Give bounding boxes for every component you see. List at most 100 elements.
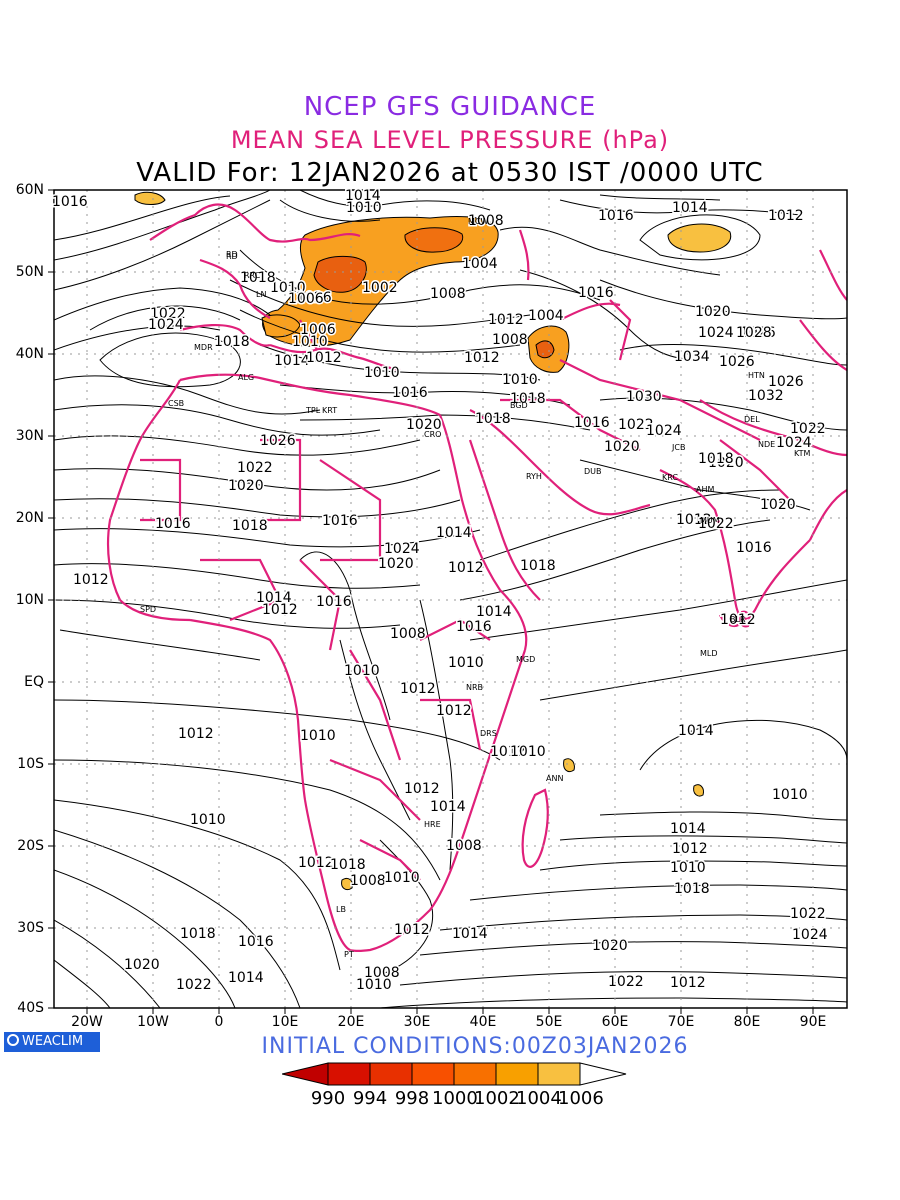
- colorbar-low-arrow: [282, 1062, 329, 1086]
- contour-label: 1020: [228, 478, 264, 494]
- colorbar-cell: [369, 1062, 413, 1086]
- weaclim-logo[interactable]: WEACLIM: [4, 1032, 100, 1052]
- contour-label: 1024: [646, 423, 682, 439]
- isobars: [54, 190, 847, 1008]
- contour-label: 1014: [345, 188, 381, 204]
- station-code: JCB: [671, 443, 685, 452]
- contour-label: 1024: [148, 317, 184, 333]
- station-code: SPD: [140, 605, 156, 614]
- contour-label: 1012: [178, 726, 214, 742]
- lat-label-20N: 20N: [15, 510, 44, 526]
- initial-conditions: INITIAL CONDITIONS:00Z03JAN2026: [261, 1034, 689, 1059]
- contour-label: 1016: [456, 619, 492, 635]
- station-code: BLR: [730, 615, 746, 624]
- contour-label: 1004: [462, 256, 498, 272]
- station-code: ALG: [238, 373, 254, 382]
- colorbar-cell: [453, 1062, 497, 1086]
- contour-label: 1018: [674, 881, 710, 897]
- lat-label-10N: 10N: [15, 592, 44, 608]
- colorbar-label-998: 998: [394, 1088, 430, 1109]
- valid-time: VALID For: 12JAN2026 at 0530 IST /0000 U…: [136, 158, 764, 188]
- contour-label: 1032: [748, 388, 784, 404]
- contour-label: 1012: [448, 560, 484, 576]
- contour-label: 1014: [670, 821, 706, 837]
- contour-label: 1012: [298, 855, 334, 871]
- lat-label-40N: 40N: [15, 346, 44, 362]
- station-code: PT: [344, 950, 354, 959]
- contour-label: 1018: [180, 926, 216, 942]
- contour-label: 1014: [452, 926, 488, 942]
- contour-label: 1010: [270, 280, 306, 296]
- colorbar-high-arrow: [579, 1062, 627, 1086]
- contour-label: 1016: [52, 194, 88, 210]
- contour-label: 1030: [626, 389, 662, 405]
- contour-label: 1020: [708, 455, 744, 471]
- contour-label: 1020: [406, 417, 442, 433]
- contour-label: 1010: [356, 977, 392, 993]
- colorbar-cell: [411, 1062, 455, 1086]
- contour-label: 1018: [520, 558, 556, 574]
- contour-label: 1014: [436, 525, 472, 541]
- contour-label: 1012: [720, 612, 756, 628]
- contour-label: 1022: [237, 460, 273, 476]
- contour-label: 1014: [430, 799, 466, 815]
- station-code: NDE: [758, 440, 775, 449]
- station-code: MGD: [516, 655, 535, 664]
- station-code: MDR: [194, 343, 213, 352]
- chart-subtitle: MEAN SEA LEVEL PRESSURE (hPa): [230, 126, 670, 154]
- contour-label: 1016: [316, 594, 352, 610]
- contour-label: 1016: [322, 513, 358, 529]
- contour-label: 1016: [574, 415, 610, 431]
- colorbar-label-1006: 1006: [558, 1088, 604, 1109]
- contour-label: 1008: [468, 213, 504, 229]
- contour-label: 1018: [240, 270, 276, 286]
- contour-label: 1006: [300, 322, 336, 338]
- contour-label: 1010: [510, 744, 546, 760]
- lat-label-30N: 30N: [15, 428, 44, 444]
- station-code: MLD: [700, 649, 718, 658]
- contour-label: 1028: [736, 325, 772, 341]
- station-code: HTN: [748, 371, 765, 380]
- contour-label: 1010: [502, 372, 538, 388]
- contour-label: 1014: [678, 723, 714, 739]
- contour-label: 1010: [190, 812, 226, 828]
- contour-label: 1024: [384, 541, 420, 557]
- colorbar: [282, 1062, 627, 1086]
- low-area-europe-core: [313, 255, 367, 293]
- contour-label: 1026: [740, 325, 776, 341]
- contour-label: 1014: [274, 353, 310, 369]
- contour-label: 1002: [362, 280, 398, 296]
- lon-label-50E: 50E: [535, 1014, 563, 1030]
- station-code: KRT: [322, 406, 337, 415]
- contour-label: 1026: [719, 354, 755, 370]
- map-frame: [53, 189, 848, 1009]
- contour-label: 1016: [392, 385, 428, 401]
- low-area-caspian-core: [535, 340, 555, 359]
- contour-label: 1018: [698, 451, 734, 467]
- colorbar-label-1000: 1000: [432, 1088, 478, 1109]
- contour-label: 1008: [446, 838, 482, 854]
- low-pressure-shading: [134, 191, 732, 891]
- station-code: DUB: [584, 467, 602, 476]
- contour-label: 1008: [364, 965, 400, 981]
- contour-label: 1012: [670, 975, 706, 991]
- contour-label: 1012: [768, 208, 804, 224]
- contour-label: 1018: [475, 411, 511, 427]
- station-code: BGD: [510, 401, 528, 410]
- contour-label: 1012: [306, 350, 342, 366]
- station-code: CSB: [168, 399, 184, 408]
- lon-label-10E: 10E: [271, 1014, 299, 1030]
- contour-label: 1022: [698, 516, 734, 532]
- station-code: DEL: [744, 415, 760, 424]
- contour-label: 1018: [214, 334, 250, 350]
- chart-title: NCEP GFS GUIDANCE: [303, 92, 597, 122]
- contour-label: 1012: [394, 922, 430, 938]
- contour-label: 1022: [790, 421, 826, 437]
- contour-label: 1010: [292, 334, 328, 350]
- lon-label-30E: 30E: [403, 1014, 431, 1030]
- lon-label-20E: 20E: [337, 1014, 365, 1030]
- contour-label: 1012: [73, 572, 109, 588]
- lon-label-40E: 40E: [469, 1014, 497, 1030]
- contour-label: 1010: [384, 870, 420, 886]
